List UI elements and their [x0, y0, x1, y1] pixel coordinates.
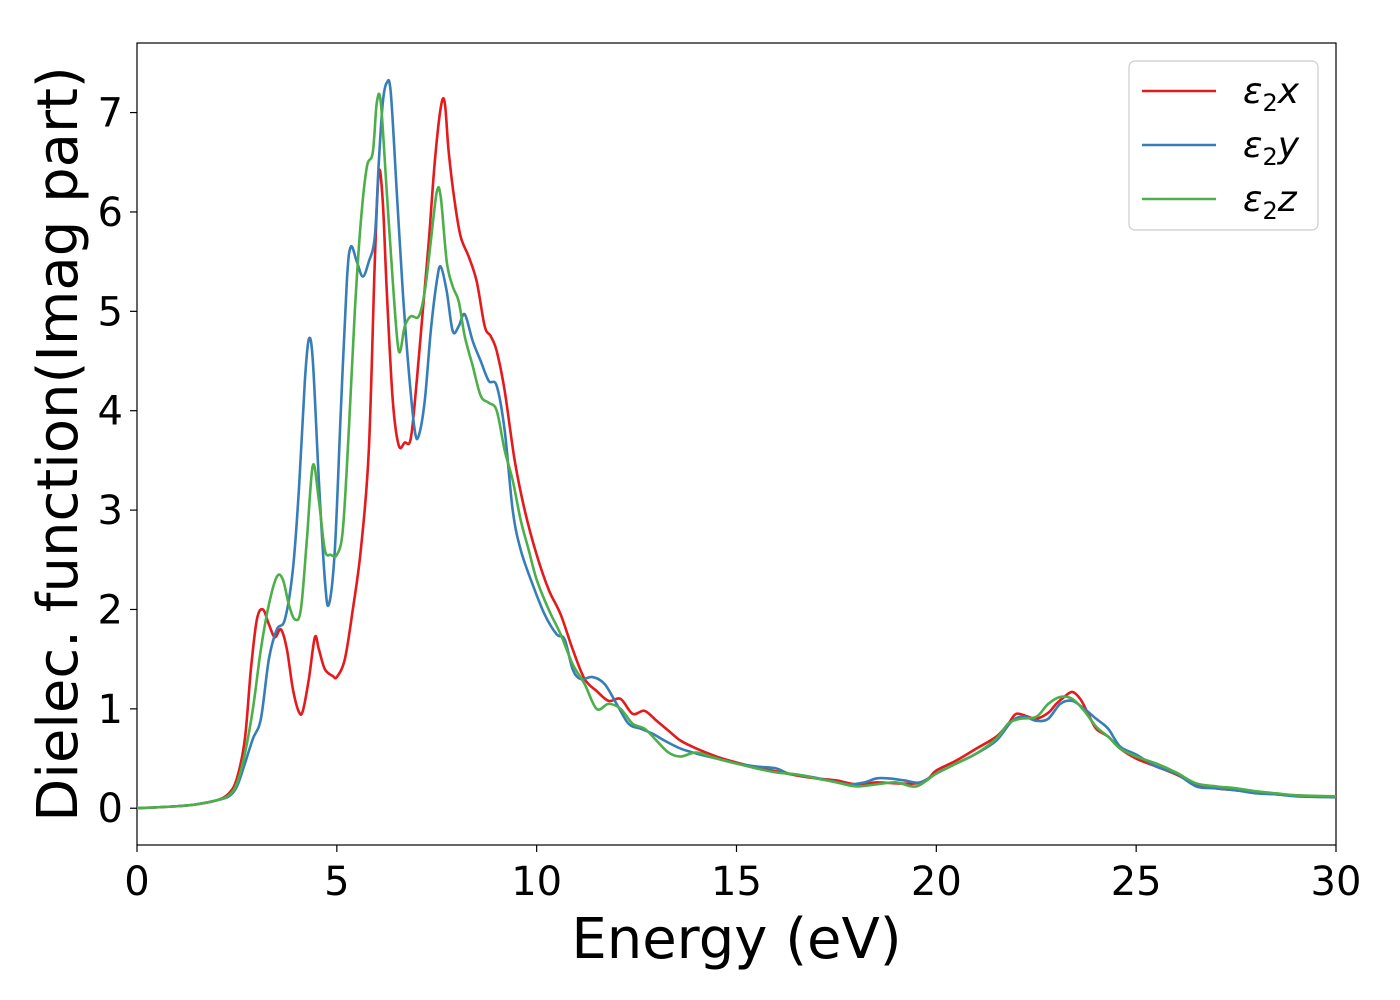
y-tick-label: 0 — [98, 786, 123, 832]
y-tick-label: 4 — [98, 389, 123, 435]
y-tick-label: 2 — [98, 587, 123, 633]
x-axis-label: Energy (eV) — [571, 907, 901, 972]
x-tick-label: 15 — [711, 859, 762, 905]
x-tick-label: 30 — [1311, 859, 1362, 905]
legend-entry-x: ε2x — [1243, 71, 1300, 117]
y-axis-label: Dielec. function(Imag part) — [26, 66, 91, 822]
y-tick-label: 5 — [98, 289, 123, 335]
x-tick-label: 0 — [124, 859, 149, 905]
series-line-x — [137, 97, 1336, 810]
legend-entry-z: ε2z — [1243, 179, 1298, 225]
x-tick-label: 10 — [511, 859, 562, 905]
x-tick-label: 20 — [911, 859, 962, 905]
series-line-z — [137, 92, 1336, 810]
legend: ε2x ε2y ε2z — [1128, 60, 1319, 231]
y-axis-ticks: 0 1 2 3 4 5 6 7 — [98, 91, 137, 832]
legend-box — [1128, 60, 1319, 231]
y-tick-label: 7 — [98, 91, 123, 137]
series-layer — [137, 78, 1336, 810]
x-tick-label: 5 — [324, 859, 349, 905]
x-tick-label: 25 — [1111, 859, 1162, 905]
y-tick-label: 3 — [98, 488, 123, 534]
y-tick-label: 1 — [98, 687, 123, 733]
y-tick-label: 6 — [98, 190, 123, 236]
x-axis-ticks: 0 5 10 15 20 25 30 — [124, 845, 1361, 905]
legend-entry-y: ε2y — [1243, 125, 1300, 171]
